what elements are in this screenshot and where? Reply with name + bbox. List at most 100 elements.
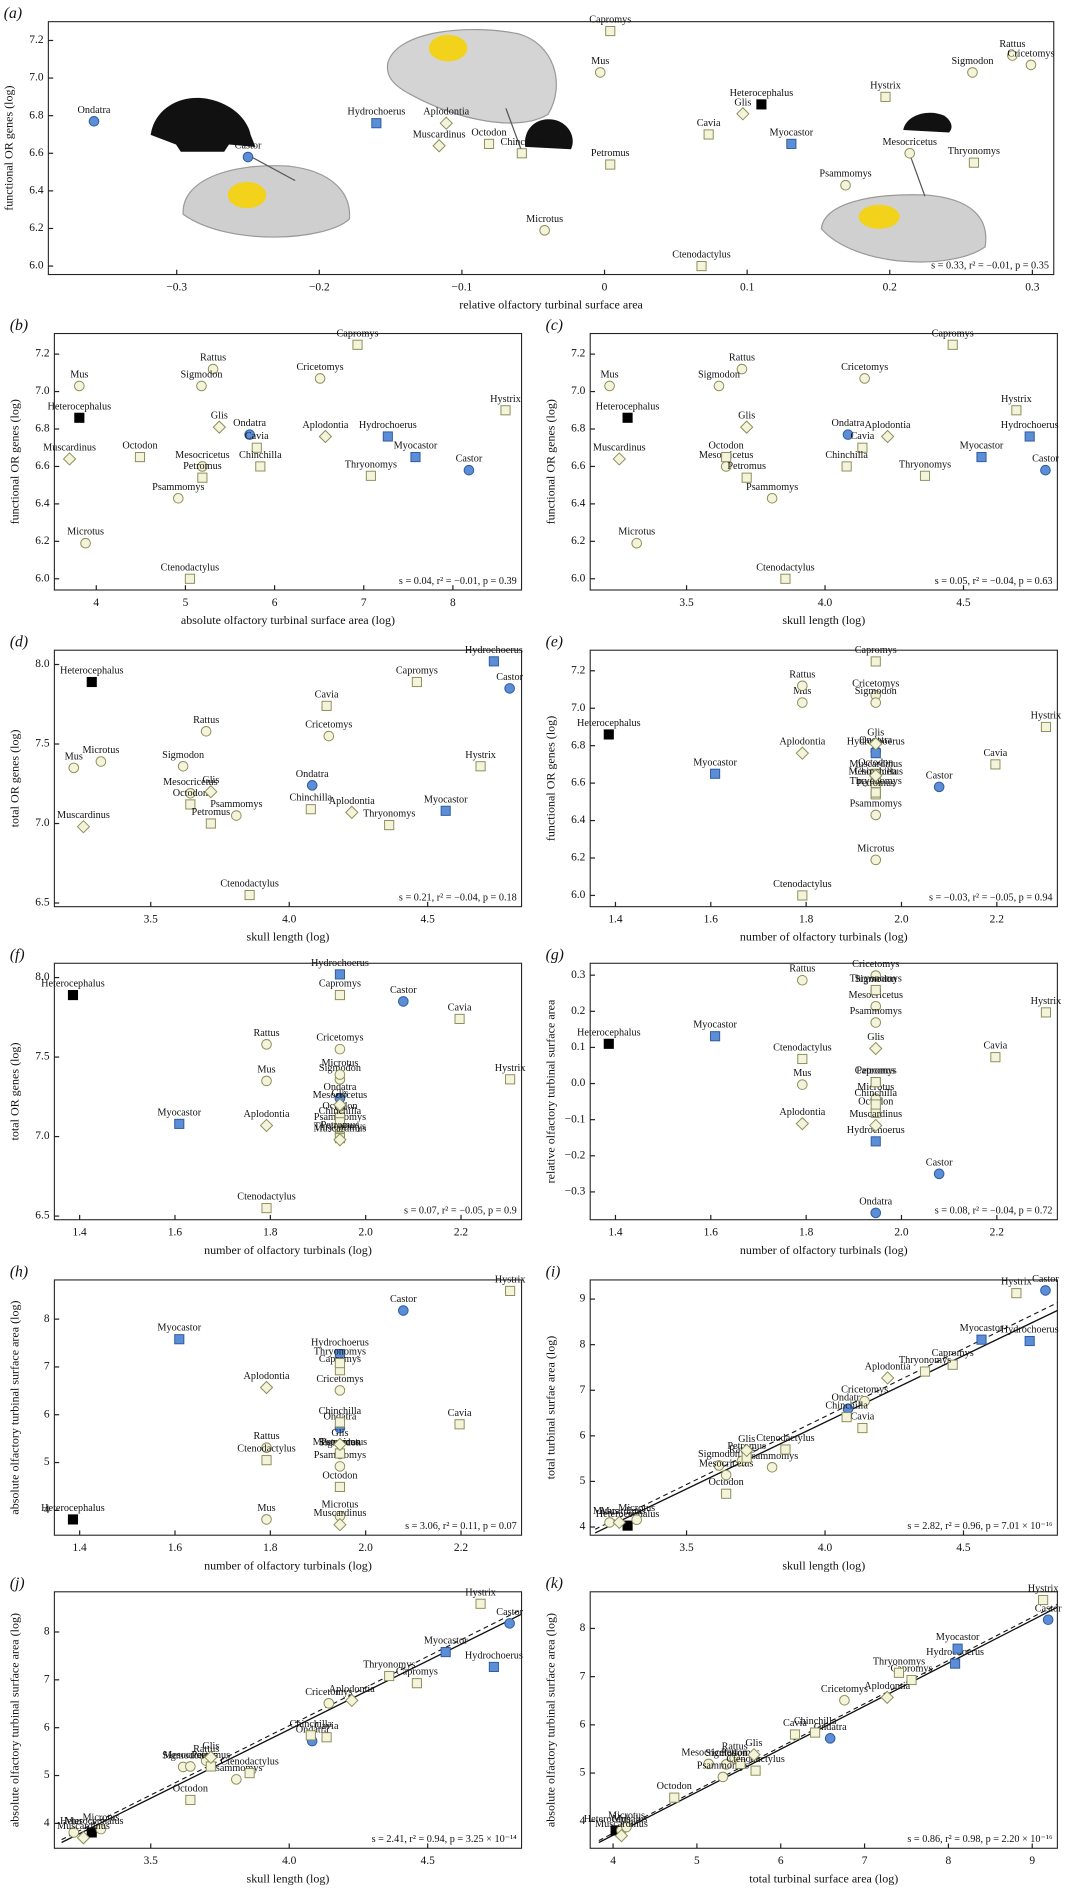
plot-frame <box>589 332 1058 591</box>
stats-annotation: s = 0.21, r² = −0.04, p = 0.18 <box>399 893 517 904</box>
point-label: Mus <box>591 56 609 67</box>
point <box>720 1759 732 1770</box>
x-tick-label: 3.5 <box>144 914 159 926</box>
point <box>717 1771 729 1783</box>
point-label: Myocastor <box>693 1020 737 1031</box>
point <box>976 452 987 463</box>
point-label: Muscardinus <box>314 1508 367 1519</box>
point-label: Hystrix <box>1001 394 1032 405</box>
point <box>841 461 852 472</box>
point <box>334 990 345 1001</box>
point <box>1040 721 1051 733</box>
point <box>231 1774 242 1785</box>
point <box>1038 1594 1049 1606</box>
point <box>786 138 797 149</box>
point <box>857 442 868 453</box>
y-axis-label: functional OR genes (log) <box>543 716 557 841</box>
point <box>95 756 107 767</box>
point <box>703 129 714 140</box>
y-tick-label: 5 <box>44 1456 50 1468</box>
point-label: Glis <box>745 1738 762 1749</box>
point <box>516 148 527 159</box>
x-tick-label: 2.0 <box>359 1542 374 1554</box>
point-label: Myocastor <box>936 1632 980 1643</box>
point <box>261 1075 272 1087</box>
y-axis-label: absolute olfactory turbinal surface area… <box>543 1613 557 1827</box>
x-tick-label: 3.5 <box>679 597 694 609</box>
point <box>259 1380 274 1395</box>
x-tick-label: 4.0 <box>818 1542 833 1554</box>
plot-frame <box>53 1279 523 1536</box>
y-tick-label: 7 <box>44 1673 50 1685</box>
point <box>261 1455 272 1466</box>
point-label: Octodon <box>709 441 744 452</box>
point-label: Capromys <box>932 328 974 339</box>
point-label: Aplodontia <box>779 1107 825 1118</box>
y-tick-label: 8.0 <box>35 658 50 670</box>
y-tick-label: 7.2 <box>571 348 586 360</box>
point-label: Mesocricetus <box>313 1090 368 1101</box>
point <box>797 974 808 986</box>
fit-line <box>61 1609 521 1841</box>
point <box>710 1031 721 1042</box>
y-tick-label: −0.2 <box>565 1149 586 1161</box>
point-label: Ondatra <box>323 1082 356 1093</box>
point <box>795 1116 810 1131</box>
point-label: Castor <box>926 1157 953 1168</box>
y-tick-label: 4 <box>580 1815 586 1827</box>
point <box>766 1461 778 1473</box>
point-label: Mus <box>65 751 83 762</box>
point-label: Hystrix <box>870 80 901 91</box>
point-label: Muscardinus <box>593 1506 646 1517</box>
point <box>62 452 77 466</box>
point-label: Capromys <box>855 1066 897 1077</box>
point <box>780 1444 791 1455</box>
point <box>371 118 382 129</box>
point-label: Hydrochoerus <box>347 107 405 118</box>
point-label: Petromus <box>321 1120 360 1131</box>
point <box>242 151 254 163</box>
point <box>334 1117 345 1128</box>
y-tick-label: 6.8 <box>571 423 586 435</box>
skull <box>386 28 557 124</box>
point <box>334 1358 345 1369</box>
point <box>197 472 208 483</box>
point <box>990 1052 1001 1063</box>
point <box>504 1618 515 1629</box>
point-label: Rattus <box>193 715 219 726</box>
point-label: Petromus <box>721 1747 760 1758</box>
point-label: Ctenodactylus <box>756 1433 814 1444</box>
point <box>614 1829 629 1843</box>
point-label: Rattus <box>722 1742 748 1753</box>
point <box>621 1821 632 1833</box>
point <box>454 1013 465 1024</box>
y-axis-label: relative olfactory turbinal surface area <box>543 999 557 1183</box>
y-tick-label: 8 <box>580 1338 586 1350</box>
point <box>244 1768 255 1779</box>
point-label: Castor <box>456 454 483 465</box>
y-axis-label: functional OR genes (log) <box>2 85 16 210</box>
y-tick-label: 6.6 <box>571 777 586 789</box>
point <box>735 1758 746 1769</box>
point <box>173 492 184 504</box>
stats-annotation: s = 0.05, r² = −0.04, p = 0.63 <box>935 576 1053 587</box>
point <box>251 442 262 453</box>
point <box>797 890 808 901</box>
point <box>741 472 752 483</box>
point-label: Myocastor <box>424 1636 468 1647</box>
point-label: Cavia <box>783 1718 807 1729</box>
y-tick-label: 6.8 <box>29 109 44 121</box>
y-tick-label: 0.1 <box>571 1041 586 1053</box>
y-tick-label: 7.0 <box>571 702 586 714</box>
point-label: Chinchilla <box>239 450 282 461</box>
point-label: Hystrix <box>490 394 521 405</box>
panel: (e) 1.4 1.6 1.8 2.0 2.2 6.0 6.2 6.4 6.6 6.8 7.0 7.2 n… <box>543 634 1061 944</box>
point-label: Rattus <box>999 39 1025 50</box>
fit-line <box>594 1309 1058 1534</box>
y-tick-label: 5 <box>580 1767 586 1779</box>
point-label: Thryonomys <box>345 459 397 470</box>
plot-frame <box>589 962 1058 1221</box>
point <box>411 1678 422 1689</box>
point-label: Hydrochoerus <box>311 958 369 969</box>
point <box>976 1334 987 1345</box>
